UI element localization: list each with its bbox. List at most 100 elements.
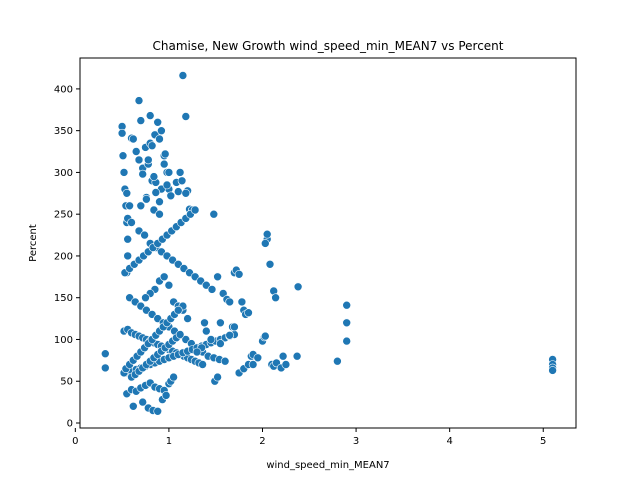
scatter-point xyxy=(281,360,291,369)
scatter-point xyxy=(237,297,247,307)
scatter-point xyxy=(234,269,244,279)
y-tick-label: 150 xyxy=(54,293,73,304)
scatter-point xyxy=(202,326,211,336)
scatter-point xyxy=(220,356,230,366)
scatter-point xyxy=(145,111,155,120)
scatter-point xyxy=(119,168,129,177)
scatter-point xyxy=(209,209,219,219)
y-tick-label: 300 xyxy=(54,168,73,179)
scatter-point xyxy=(101,349,110,359)
scatter-point xyxy=(141,293,150,303)
scatter-point xyxy=(123,234,132,244)
scatter-point xyxy=(127,218,136,227)
scatter-point xyxy=(168,255,177,265)
scatter-point xyxy=(151,188,161,197)
scatter-point xyxy=(136,116,146,125)
scatter-point xyxy=(230,322,239,332)
scatter-point xyxy=(178,71,188,80)
scatter-point xyxy=(164,280,174,290)
scatter-point xyxy=(278,351,288,361)
scatter-point xyxy=(260,331,270,341)
scatter-point xyxy=(138,397,147,407)
y-axis-label: Percent xyxy=(28,224,39,262)
x-tick-label: 5 xyxy=(540,436,546,447)
scatter-point xyxy=(262,229,272,239)
x-tick-label: 0 xyxy=(72,436,78,447)
scatter-point xyxy=(134,155,144,165)
scatter-point xyxy=(142,194,151,204)
x-tick-label: 3 xyxy=(353,436,359,447)
x-tick-label: 4 xyxy=(446,436,452,447)
scatter-point xyxy=(138,169,147,179)
scatter-point xyxy=(155,197,164,206)
scatter-point xyxy=(174,187,183,196)
scatter-point xyxy=(129,134,138,144)
y-tick-label: 100 xyxy=(54,335,73,346)
scatter-point xyxy=(216,339,225,348)
scatter-point xyxy=(161,391,171,400)
scatter-point xyxy=(118,151,128,160)
scatter-point xyxy=(159,272,169,282)
scatter-point xyxy=(260,239,270,248)
scatter-point xyxy=(122,189,132,198)
scatter-point xyxy=(181,112,191,121)
scatter-point xyxy=(548,366,557,375)
scatter-point xyxy=(123,251,132,261)
y-tick-label: 0 xyxy=(67,418,73,429)
scatter-point xyxy=(131,147,141,156)
scatter-point xyxy=(244,308,253,318)
scatter-point xyxy=(101,363,110,373)
scatter-point xyxy=(292,351,302,361)
scatter-point xyxy=(117,128,127,138)
scatter-point xyxy=(202,280,211,290)
chart-title: Chamise, New Growth wind_speed_min_MEAN7… xyxy=(152,39,503,53)
scatter-point xyxy=(253,353,263,363)
scatter-point xyxy=(160,149,170,159)
scatter-point xyxy=(153,406,162,416)
scatter-point xyxy=(342,336,352,346)
scatter-point xyxy=(190,205,200,215)
scatter-point xyxy=(198,360,207,369)
scatter-point xyxy=(140,230,149,240)
x-axis-label: wind_speed_min_MEAN7 xyxy=(266,460,389,471)
scatter-point xyxy=(174,305,183,315)
scatter-point xyxy=(333,356,342,366)
scatter-point xyxy=(142,305,151,315)
scatter-point xyxy=(175,168,185,177)
scatter-point xyxy=(207,285,217,294)
scatter-point xyxy=(183,314,192,323)
scatter-point xyxy=(153,118,162,127)
scatter-point xyxy=(181,189,191,198)
scatter-point xyxy=(162,180,172,190)
scatter-point xyxy=(155,134,164,144)
y-tick-label: 350 xyxy=(54,126,73,137)
scatter-point xyxy=(155,209,164,219)
scatter-point xyxy=(125,201,134,211)
scatter-point xyxy=(342,300,352,310)
scatter-point xyxy=(213,272,222,282)
x-tick-label: 2 xyxy=(259,436,265,447)
scatter-point xyxy=(159,159,169,169)
scatter-point xyxy=(192,347,202,357)
scatter-point xyxy=(144,155,153,165)
scatter-point xyxy=(166,191,176,201)
scatter-point xyxy=(177,176,187,186)
y-tick-label: 50 xyxy=(60,377,73,388)
scatter-point xyxy=(136,201,146,211)
points-layer xyxy=(101,71,557,416)
scatter-point xyxy=(147,141,157,150)
scatter-point xyxy=(265,259,275,269)
scatter-point xyxy=(149,172,159,181)
scatter-point xyxy=(216,318,225,328)
x-tick-label: 1 xyxy=(166,436,172,447)
y-tick-label: 250 xyxy=(54,210,73,221)
scatter-point xyxy=(129,401,138,411)
scatter-point xyxy=(157,126,166,135)
scatter-point xyxy=(248,360,258,369)
scatter-point xyxy=(134,96,144,105)
scatter-point xyxy=(225,330,234,340)
y-tick-label: 200 xyxy=(54,251,73,262)
scatter-point xyxy=(271,293,280,303)
